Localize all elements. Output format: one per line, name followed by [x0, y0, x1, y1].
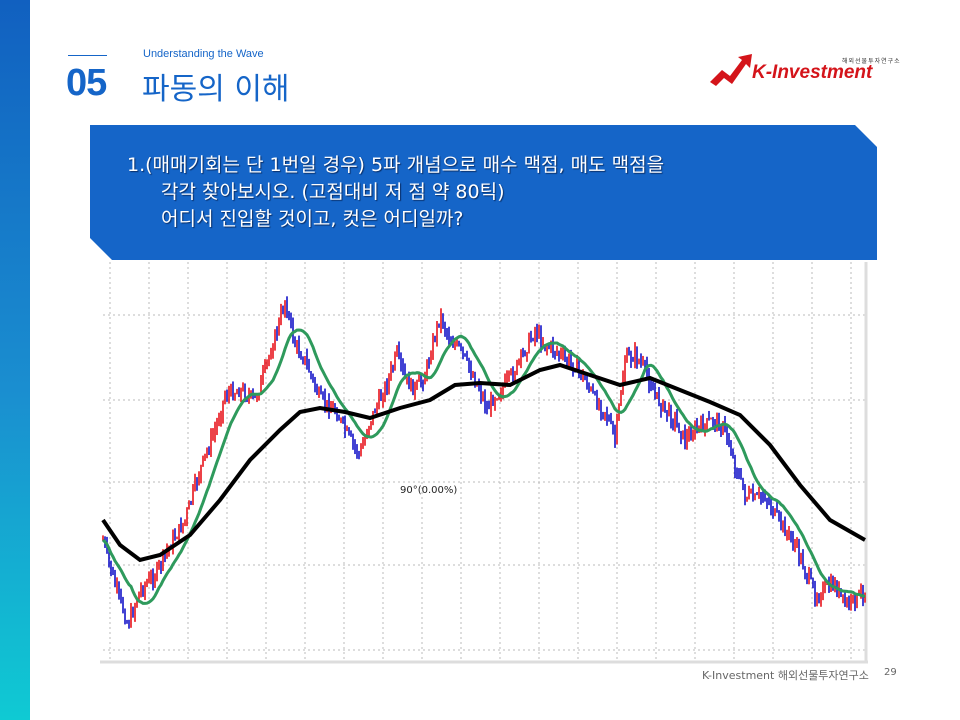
question-line-2: 각각 찾아보시오. (고점대비 저 점 약 80틱) — [161, 181, 505, 203]
question-line-3: 어디서 진입할 것이고, 컷은 어디일까? — [161, 208, 464, 230]
logo-arrow-icon — [710, 54, 752, 86]
section-number: 05 — [66, 62, 107, 104]
chart-annotation: 90°(0.00%) — [400, 485, 458, 496]
question-box — [90, 125, 877, 260]
page-title: 파동의 이해 — [142, 72, 290, 107]
slow-moving-average-line — [101, 362, 866, 563]
fast-moving-average-line — [101, 328, 866, 605]
question-line-1: 1.(매매기회는 단 1번일 경우) 5파 개념으로 매수 맥점, 매도 맥점을 — [127, 154, 665, 176]
header-rule — [68, 55, 107, 56]
section-subtitle: Understanding the Wave — [143, 48, 264, 60]
footer-text: K-Investment 해외선물투자연구소 — [702, 669, 869, 682]
side-accent-bar — [0, 0, 30, 720]
logo-name: K-Investment — [752, 62, 873, 83]
logo-tagline: 해외선물투자연구소 — [842, 58, 901, 65]
page-number: 29 — [884, 667, 897, 678]
